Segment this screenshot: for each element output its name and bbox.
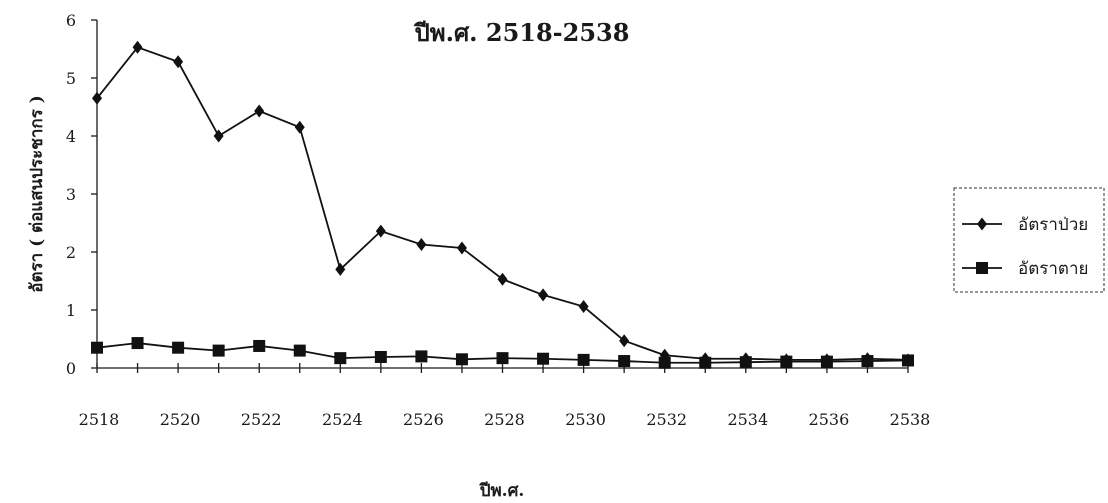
- data-point-diamond: [132, 40, 143, 54]
- data-point-diamond: [254, 104, 265, 118]
- data-point-square: [293, 344, 306, 357]
- x-tick-label: 2522: [241, 410, 282, 429]
- data-point-square: [658, 356, 671, 369]
- x-tick-label: 2528: [484, 410, 525, 429]
- data-point-square: [253, 339, 266, 352]
- x-tick-label: 2532: [646, 410, 687, 429]
- y-tick-label: 3: [66, 185, 76, 204]
- legend: อัตราป่วยอัตราตาย: [953, 187, 1105, 293]
- x-tick-label: 2526: [403, 410, 444, 429]
- x-tick-label: 2520: [160, 410, 201, 429]
- series-line: [96, 46, 909, 361]
- data-point-square: [820, 355, 833, 368]
- legend-label: อัตราตาย: [1018, 259, 1088, 279]
- data-point-square: [374, 350, 387, 363]
- data-point-diamond: [497, 272, 508, 286]
- x-axis-title: ปีพ.ศ.: [479, 480, 524, 501]
- data-point-square: [902, 354, 914, 367]
- y-tick-label: 1: [66, 301, 76, 320]
- x-tick-label: 2518: [79, 410, 120, 429]
- data-point-diamond: [456, 241, 467, 255]
- y-axis-title: อัตรา ( ต่อแสนประชากร ): [27, 95, 47, 293]
- chart-title: ปีพ.ศ. 2518-2538: [413, 18, 629, 47]
- x-tick-label: 2534: [727, 410, 768, 429]
- y-axis-ticks: 0 1 2 3 4 5 6: [66, 11, 97, 378]
- data-point-square: [618, 355, 631, 368]
- data-point-square: [537, 352, 550, 365]
- data-point-square: [496, 352, 509, 365]
- y-tick-label: 2: [66, 243, 76, 262]
- y-tick-label: 0: [66, 359, 76, 378]
- data-point-diamond: [294, 120, 305, 134]
- y-tick-label: 4: [66, 127, 76, 146]
- data-point-diamond: [92, 91, 102, 105]
- data-point-square: [212, 344, 225, 357]
- series-layer: [91, 40, 914, 369]
- data-point-square: [91, 341, 103, 354]
- series-diamond: [92, 40, 913, 367]
- legend-box: [953, 187, 1105, 293]
- y-tick-label: 5: [66, 69, 76, 88]
- legend-label: อัตราป่วย: [1018, 215, 1088, 235]
- data-point-square: [131, 337, 144, 350]
- x-tick-label: 2536: [809, 410, 850, 429]
- series-square: [91, 337, 914, 369]
- data-point-diamond: [213, 129, 224, 143]
- legend-marker-diamond: [977, 217, 987, 231]
- legend-marker-square: [976, 262, 988, 274]
- data-point-diamond: [375, 224, 386, 238]
- data-point-diamond: [335, 262, 346, 276]
- data-point-diamond: [416, 237, 427, 251]
- data-point-square: [455, 353, 468, 366]
- data-point-square: [739, 356, 752, 369]
- data-point-square: [577, 353, 590, 366]
- x-tick-label: 2530: [565, 410, 606, 429]
- data-point-square: [334, 352, 347, 365]
- x-tick-label: 2524: [322, 410, 363, 429]
- data-point-diamond: [578, 300, 589, 314]
- y-tick-label: 6: [66, 11, 76, 30]
- data-point-square: [172, 341, 185, 354]
- data-point-square: [780, 355, 793, 368]
- data-point-diamond: [173, 55, 184, 69]
- data-point-square: [415, 350, 428, 363]
- data-point-diamond: [619, 334, 630, 348]
- x-tick-label: 2538: [890, 410, 931, 429]
- data-point-diamond: [538, 288, 549, 302]
- data-point-square: [699, 356, 712, 369]
- x-axis-ticks: 2518 2520 2522 2524 2526 2528 2530 2532 2534 2536…: [79, 363, 931, 429]
- data-point-square: [861, 355, 874, 368]
